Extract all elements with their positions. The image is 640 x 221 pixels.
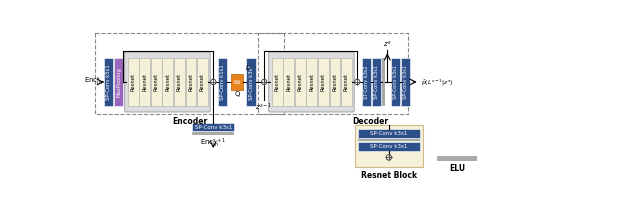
Bar xyxy=(114,58,123,106)
Bar xyxy=(318,58,329,106)
Bar xyxy=(186,58,196,106)
Text: Resnet: Resnet xyxy=(309,73,314,91)
Bar xyxy=(104,58,113,106)
Text: Encoder: Encoder xyxy=(172,117,207,126)
Text: SP-Conv k3s1: SP-Conv k3s1 xyxy=(403,65,408,99)
Bar xyxy=(358,139,420,141)
Text: SP-Conv k3s1: SP-Conv k3s1 xyxy=(370,131,408,136)
Bar xyxy=(192,132,234,135)
Bar xyxy=(272,58,283,106)
Bar xyxy=(258,33,408,114)
Bar xyxy=(246,58,255,106)
Text: Q: Q xyxy=(234,91,240,97)
Bar xyxy=(192,123,234,131)
Bar xyxy=(128,58,139,106)
Text: $\mathrm{Enc_{in}^{s}}$: $\mathrm{Enc_{in}^{s}}$ xyxy=(84,76,103,88)
Text: Resnet Block: Resnet Block xyxy=(361,171,417,179)
Text: ST-Conv k3s2: ST-Conv k3s2 xyxy=(364,65,369,99)
Text: Resnet: Resnet xyxy=(200,73,205,91)
Bar xyxy=(382,58,385,106)
Text: SP-Conv k3s1: SP-Conv k3s1 xyxy=(393,65,398,99)
Bar xyxy=(391,58,401,106)
Text: Resnet: Resnet xyxy=(165,73,170,91)
Text: Resnet: Resnet xyxy=(188,73,193,91)
Text: Resnet: Resnet xyxy=(344,73,349,91)
Text: SP-Conv k1s1: SP-Conv k1s1 xyxy=(220,64,225,100)
Bar xyxy=(295,58,306,106)
FancyBboxPatch shape xyxy=(125,52,210,112)
Text: Resnet: Resnet xyxy=(142,73,147,91)
Bar xyxy=(341,58,352,106)
FancyBboxPatch shape xyxy=(231,74,243,90)
Bar xyxy=(362,58,371,106)
Text: Resnet: Resnet xyxy=(131,73,136,91)
Text: SP-Conv k3s1: SP-Conv k3s1 xyxy=(374,65,379,99)
Bar xyxy=(372,58,381,106)
Text: SP-Conv k3s1: SP-Conv k3s1 xyxy=(195,124,232,130)
Bar xyxy=(218,58,227,106)
Text: $\mathrm{Enc_{in}^{s+1}}$: $\mathrm{Enc_{in}^{s+1}}$ xyxy=(200,137,227,150)
Text: Resnet: Resnet xyxy=(275,73,280,91)
Bar xyxy=(355,125,422,168)
Text: Resnet: Resnet xyxy=(154,73,159,91)
Text: Decoder: Decoder xyxy=(353,117,388,126)
FancyBboxPatch shape xyxy=(269,52,354,112)
Bar xyxy=(358,129,420,138)
Bar xyxy=(197,58,208,106)
Bar xyxy=(437,156,477,161)
Text: MaxPooling: MaxPooling xyxy=(116,67,121,97)
Text: SP-Conv k3s1: SP-Conv k3s1 xyxy=(370,144,408,149)
Text: SP-Conv k3s1: SP-Conv k3s1 xyxy=(248,64,253,100)
Bar xyxy=(95,33,284,114)
Bar xyxy=(330,58,340,106)
Text: Resnet: Resnet xyxy=(286,73,291,91)
Text: ELU: ELU xyxy=(449,164,465,173)
Text: $\hat{p}(L^{s-1}|z^s)$: $\hat{p}(L^{s-1}|z^s)$ xyxy=(421,78,454,88)
Text: SP-Conv k5s1: SP-Conv k5s1 xyxy=(106,64,111,100)
Bar xyxy=(140,58,150,106)
Bar xyxy=(174,58,185,106)
Text: ≈: ≈ xyxy=(233,77,241,87)
Text: Resnet: Resnet xyxy=(177,73,182,91)
Bar xyxy=(151,58,162,106)
Text: $z^{s-1}$: $z^{s-1}$ xyxy=(255,102,273,113)
Bar xyxy=(163,58,173,106)
Bar xyxy=(307,58,317,106)
Text: Resnet: Resnet xyxy=(332,73,337,91)
Bar xyxy=(284,58,294,106)
Bar xyxy=(358,142,420,151)
Text: Resnet: Resnet xyxy=(321,73,326,91)
Text: $L^s$: $L^s$ xyxy=(245,63,253,74)
Text: Resnet: Resnet xyxy=(298,73,303,91)
Bar xyxy=(401,58,410,106)
Text: $z^s$: $z^s$ xyxy=(383,39,392,49)
